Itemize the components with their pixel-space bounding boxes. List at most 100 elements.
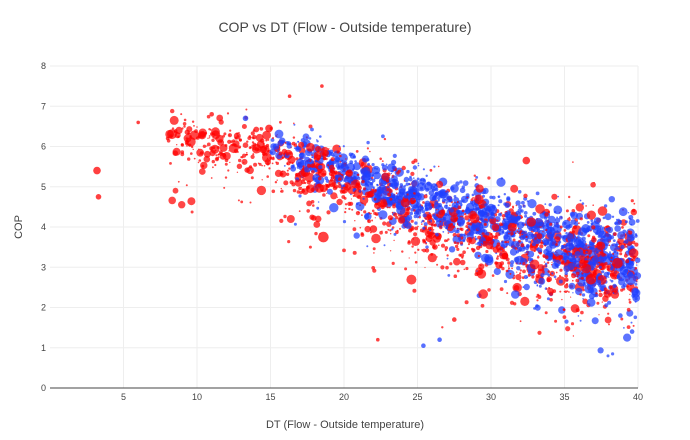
blue-point bbox=[308, 137, 312, 140]
blue-point bbox=[614, 225, 621, 232]
red-point bbox=[446, 254, 449, 257]
red-point bbox=[407, 241, 411, 245]
red-point bbox=[331, 182, 336, 187]
red-point bbox=[217, 153, 220, 156]
red-point bbox=[572, 161, 574, 163]
blue-point bbox=[608, 196, 615, 203]
red-point bbox=[244, 167, 250, 173]
blue-point bbox=[595, 251, 598, 254]
red-point bbox=[367, 219, 371, 224]
red-point bbox=[474, 194, 484, 205]
blue-point bbox=[442, 216, 447, 221]
red-point bbox=[185, 184, 188, 187]
blue-point bbox=[455, 181, 460, 186]
red-point bbox=[312, 204, 315, 207]
blue-point bbox=[405, 191, 408, 194]
blue-point bbox=[425, 245, 429, 249]
blue-point bbox=[636, 281, 638, 283]
red-point bbox=[288, 167, 291, 170]
red-point bbox=[544, 311, 548, 315]
red-point bbox=[592, 204, 594, 206]
blue-point bbox=[595, 231, 599, 236]
red-point bbox=[171, 127, 175, 130]
red-point bbox=[551, 193, 558, 200]
blue-point bbox=[491, 195, 496, 200]
red-point bbox=[476, 269, 487, 279]
x-tick-label: 20 bbox=[339, 392, 349, 402]
blue-point bbox=[342, 220, 347, 224]
red-point bbox=[367, 190, 375, 198]
blue-point bbox=[609, 279, 612, 281]
red-point bbox=[411, 160, 415, 165]
red-point bbox=[516, 230, 519, 233]
red-point bbox=[460, 253, 465, 258]
blue-point bbox=[547, 273, 551, 277]
blue-point bbox=[593, 217, 601, 225]
blue-point bbox=[433, 217, 437, 220]
red-point bbox=[191, 120, 195, 123]
red-point bbox=[397, 169, 401, 173]
red-point bbox=[339, 190, 341, 192]
blue-point bbox=[614, 221, 619, 226]
blue-point bbox=[604, 303, 609, 308]
blue-point bbox=[367, 162, 370, 166]
red-point bbox=[620, 288, 624, 292]
red-point bbox=[579, 293, 582, 296]
red-point bbox=[477, 235, 481, 240]
blue-point bbox=[405, 182, 409, 186]
blue-point bbox=[316, 140, 319, 143]
blue-point bbox=[546, 297, 550, 301]
blue-point bbox=[618, 278, 626, 286]
data-points bbox=[93, 84, 642, 358]
blue-point bbox=[532, 211, 537, 216]
red-point bbox=[511, 267, 513, 270]
blue-point bbox=[504, 202, 510, 208]
red-point bbox=[417, 225, 419, 228]
red-point bbox=[358, 211, 360, 214]
blue-point bbox=[462, 239, 466, 243]
red-point bbox=[246, 152, 248, 154]
red-point bbox=[252, 153, 255, 156]
red-point bbox=[187, 197, 196, 206]
red-point bbox=[219, 150, 223, 155]
red-point bbox=[267, 138, 270, 141]
red-point bbox=[491, 223, 500, 232]
blue-point bbox=[391, 181, 399, 190]
red-point bbox=[493, 235, 498, 240]
red-point bbox=[459, 241, 464, 245]
blue-point bbox=[624, 220, 628, 224]
red-point bbox=[227, 133, 232, 138]
blue-point bbox=[454, 204, 456, 207]
red-point bbox=[632, 324, 635, 327]
blue-point bbox=[422, 168, 425, 171]
red-point bbox=[456, 242, 460, 245]
red-point bbox=[241, 124, 247, 129]
red-point bbox=[518, 239, 521, 243]
blue-point bbox=[571, 242, 574, 245]
blue-point bbox=[390, 172, 393, 175]
red-point bbox=[401, 165, 406, 171]
blue-point bbox=[621, 285, 626, 289]
blue-point bbox=[558, 306, 566, 314]
red-notable-point bbox=[318, 231, 329, 243]
blue-point bbox=[635, 257, 641, 263]
red-point bbox=[465, 266, 469, 271]
blue-point bbox=[588, 287, 595, 294]
y-tick-label: 4 bbox=[41, 222, 46, 232]
blue-point bbox=[536, 284, 539, 286]
blue-point bbox=[602, 216, 606, 220]
blue-point bbox=[606, 226, 614, 234]
red-point bbox=[515, 274, 522, 281]
blue-point bbox=[390, 175, 398, 183]
blue-point bbox=[299, 152, 306, 159]
red-point bbox=[519, 320, 522, 323]
red-point bbox=[607, 265, 610, 269]
red-point bbox=[322, 157, 326, 161]
blue-point bbox=[599, 225, 603, 229]
blue-point bbox=[425, 174, 428, 177]
blue-point bbox=[561, 244, 565, 248]
blue-point bbox=[339, 152, 342, 155]
red-point bbox=[487, 237, 492, 242]
blue-point bbox=[334, 157, 341, 163]
red-point bbox=[499, 287, 504, 291]
